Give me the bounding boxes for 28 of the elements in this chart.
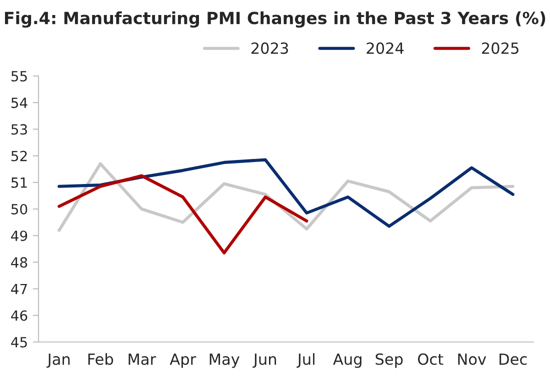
y-tick-label: 45 bbox=[11, 337, 27, 348]
y-tick-label: 52 bbox=[11, 150, 27, 162]
x-tick-label: Jan bbox=[46, 354, 70, 368]
y-tick-label: 46 bbox=[11, 310, 28, 321]
legend-label: 2024 bbox=[366, 42, 404, 54]
x-tick-label: Apr bbox=[170, 354, 196, 368]
y-tick-label: 48 bbox=[11, 257, 28, 268]
x-tick-label: Jul bbox=[296, 353, 314, 368]
x-tick-label: Oct bbox=[418, 353, 444, 365]
x-tick-label: Dec bbox=[500, 354, 527, 365]
legend-label: 2025 bbox=[482, 42, 518, 54]
y-tick-label: 54 bbox=[11, 98, 28, 108]
y-tick-label: 47 bbox=[11, 284, 27, 294]
y-tick-label: 50 bbox=[11, 204, 28, 214]
x-tick-label: Mar bbox=[128, 354, 156, 365]
legend-label: 2023 bbox=[251, 42, 288, 54]
chart-title: Fig.4: Manufacturing PMI Changes in the Past 3 Years (%) bbox=[4, 11, 546, 28]
y-tick-label: 53 bbox=[11, 124, 27, 135]
x-tick-label: Nov bbox=[458, 354, 486, 365]
x-tick-label: Jun bbox=[252, 354, 276, 368]
line-series bbox=[58, 174, 308, 254]
x-tick-label: May bbox=[210, 354, 240, 368]
x-tick-label: Aug bbox=[333, 354, 362, 368]
x-tick-label: Feb bbox=[88, 353, 114, 365]
y-tick-label: 49 bbox=[11, 230, 28, 242]
y-tick-label: 51 bbox=[11, 178, 27, 188]
x-tick-label: Sep bbox=[376, 353, 403, 368]
y-tick-label: 55 bbox=[11, 71, 27, 82]
